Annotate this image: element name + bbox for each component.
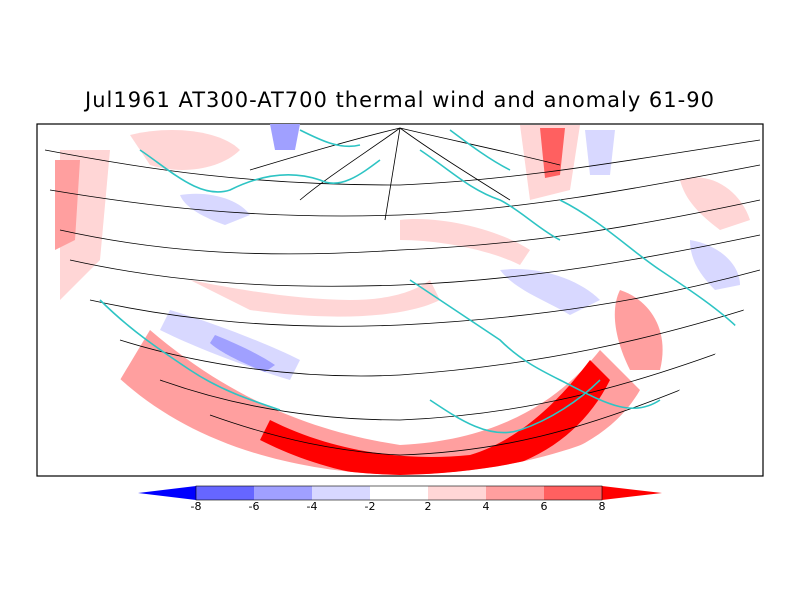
map-title: Jul1961 AT300-AT700 thermal wind and ano… <box>85 88 715 112</box>
colorbar-swatch <box>196 486 254 500</box>
colorbar-swatch <box>428 486 486 500</box>
colorbar-tick: -6 <box>248 500 260 513</box>
colorbar-arrow-high <box>602 486 662 500</box>
colorbar-tick: -2 <box>364 500 376 513</box>
colorbar-tick: 8 <box>598 500 606 513</box>
colorbar-swatch <box>486 486 544 500</box>
streamlines <box>44 127 761 456</box>
colorbar-swatch <box>254 486 312 500</box>
colorbar-tick: -8 <box>190 500 202 513</box>
colorbar-swatch <box>312 486 370 500</box>
colorbar <box>138 485 662 501</box>
colorbar-tick: 6 <box>540 500 548 513</box>
coastlines <box>99 129 741 434</box>
colorbar-tick: 2 <box>424 500 432 513</box>
colorbar-tick: 4 <box>482 500 490 513</box>
colorbar-swatch <box>544 486 602 500</box>
colorbar-arrow-low <box>138 486 196 500</box>
colorbar-swatch <box>370 486 428 500</box>
colorbar-tick: -4 <box>306 500 318 513</box>
